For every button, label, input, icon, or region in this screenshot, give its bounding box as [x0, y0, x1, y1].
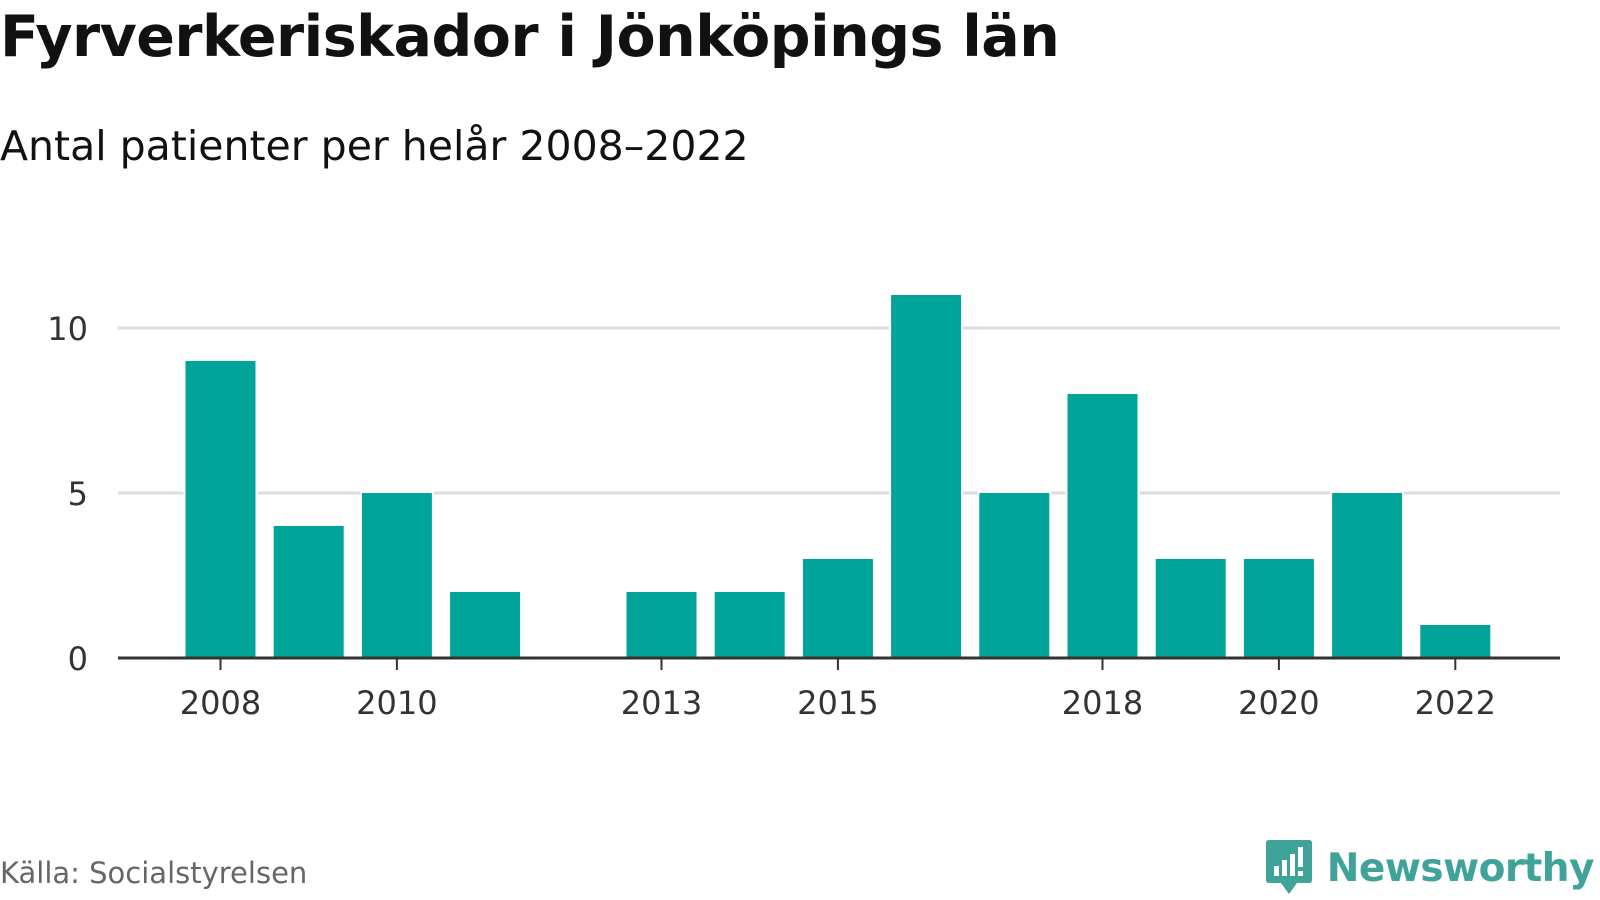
- bar: [1418, 623, 1493, 660]
- chart-title: Fyrverkeriskador i Jönköpings län: [0, 4, 1060, 70]
- bar: [271, 524, 346, 660]
- bar: [183, 359, 258, 660]
- bar: [1153, 557, 1228, 660]
- newsworthy-logo-icon: [1265, 840, 1312, 894]
- bar: [800, 557, 875, 660]
- gridlines: [118, 326, 1560, 495]
- bar: [977, 491, 1052, 660]
- y-axis-tick-labels: 0 5 10: [47, 310, 88, 678]
- bar: [448, 590, 523, 660]
- x-tick-label: 2015: [797, 684, 878, 722]
- x-tick-label: 2018: [1062, 684, 1143, 722]
- x-tick-label: 2008: [180, 684, 261, 722]
- y-tick-label: 0: [68, 640, 88, 678]
- y-tick-label: 5: [68, 475, 88, 513]
- bar: [1065, 392, 1140, 660]
- x-tick-label: 2010: [356, 684, 437, 722]
- x-tick-label: 2013: [621, 684, 702, 722]
- y-tick-label: 10: [47, 310, 88, 348]
- x-tick-label: 2022: [1415, 684, 1496, 722]
- bar: [359, 491, 434, 660]
- bar: [1241, 557, 1316, 660]
- bar: [712, 590, 787, 660]
- source-note: Källa: Socialstyrelsen: [0, 856, 308, 890]
- bars: [183, 293, 1493, 660]
- brand-name: Newsworthy: [1326, 845, 1595, 891]
- x-axis-tick-labels: 2008 2010 2013 2015 2018 2020 2022: [180, 658, 1496, 722]
- bar: [1330, 491, 1405, 660]
- bar: [889, 293, 964, 660]
- brand-logo: Newsworthy: [1265, 838, 1595, 898]
- chart-subtitle: Antal patienter per helår 2008–2022: [0, 122, 749, 170]
- x-tick-label: 2020: [1238, 684, 1319, 722]
- bar: [624, 590, 699, 660]
